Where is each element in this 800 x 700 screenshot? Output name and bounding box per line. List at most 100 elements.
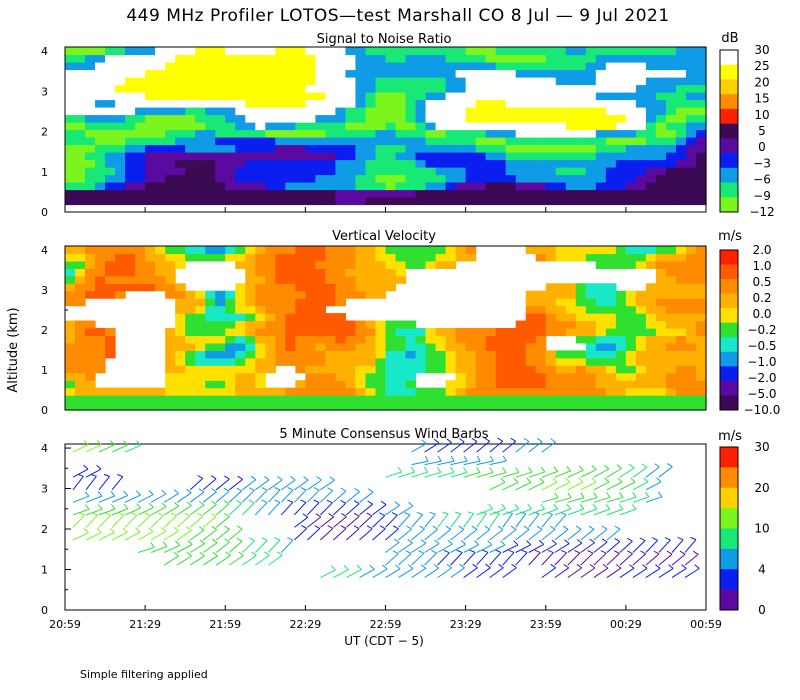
heatmap-cell <box>625 197 637 206</box>
heatmap-cell <box>405 129 417 138</box>
heatmap-cell <box>215 182 226 191</box>
heatmap-cell <box>395 246 407 255</box>
heatmap-cell <box>425 137 437 146</box>
heatmap-cell <box>305 320 316 329</box>
heatmap-cell <box>315 114 327 123</box>
heatmap-cell <box>505 69 517 78</box>
colorbar-label: −6 <box>753 173 771 187</box>
heatmap-cell <box>565 122 577 131</box>
heatmap-cell <box>175 305 186 314</box>
heatmap-cell <box>325 402 337 411</box>
heatmap-cell <box>225 253 236 262</box>
heatmap-cell <box>675 47 687 56</box>
heatmap-cell <box>585 122 597 131</box>
heatmap-cell <box>565 197 577 206</box>
heatmap-cell <box>345 357 357 366</box>
heatmap-cell <box>525 137 537 146</box>
heatmap-cell <box>265 84 276 93</box>
colorbar-frame <box>719 446 739 611</box>
heatmap-cell <box>215 387 226 396</box>
heatmap-cell <box>365 47 377 56</box>
heatmap-cell <box>615 298 627 307</box>
heatmap-cell <box>695 182 707 191</box>
plot-frame <box>64 245 707 411</box>
wind-barb <box>593 504 611 516</box>
heatmap-cell <box>525 62 537 71</box>
heatmap-cell <box>175 372 186 381</box>
heatmap-cell <box>585 313 597 322</box>
heatmap-cell <box>375 152 387 161</box>
wind-barb <box>228 499 243 516</box>
heatmap-cell <box>255 129 266 138</box>
heatmap-cell <box>415 365 427 374</box>
heatmap-cell <box>605 305 617 314</box>
heatmap-cell <box>115 69 126 78</box>
heatmap-cell <box>255 174 266 183</box>
heatmap-cell <box>195 47 206 56</box>
heatmap-cell <box>665 387 677 396</box>
heatmap-cell <box>545 395 557 404</box>
heatmap-cell <box>215 174 226 183</box>
heatmap-cell <box>595 395 607 404</box>
wind-barb <box>98 527 115 541</box>
heatmap-cell <box>195 84 206 93</box>
heatmap-cell <box>265 365 276 374</box>
heatmap-cell <box>75 114 86 123</box>
heatmap-cell <box>235 152 246 161</box>
heatmap-cell <box>215 350 226 359</box>
wind-barb <box>606 464 622 478</box>
heatmap-cell <box>285 253 296 262</box>
heatmap-cell <box>155 122 166 131</box>
heatmap-cell <box>245 380 256 389</box>
heatmap-cell <box>375 47 387 56</box>
heatmap-cell <box>185 137 196 146</box>
heatmap-cell <box>305 253 316 262</box>
wind-barb <box>294 476 309 491</box>
heatmap-cell <box>195 152 206 161</box>
heatmap-cell <box>405 350 417 359</box>
heatmap-cell <box>695 47 707 56</box>
heatmap-cell <box>575 167 587 176</box>
wind-barb <box>528 437 543 453</box>
heatmap-cell <box>525 144 537 153</box>
heatmap-cell <box>325 313 337 322</box>
heatmap-cell <box>265 290 276 299</box>
heatmap-cell <box>335 107 347 116</box>
heatmap-cell <box>405 260 417 269</box>
wind-barb <box>567 477 584 491</box>
heatmap-cell <box>525 122 537 131</box>
heatmap-cell <box>555 137 567 146</box>
heatmap-cell <box>565 107 577 116</box>
heatmap-cell <box>515 372 527 381</box>
heatmap-cell <box>325 298 337 307</box>
heatmap-cell <box>155 283 166 292</box>
heatmap-cell <box>265 275 276 284</box>
heatmap-cell <box>335 54 347 63</box>
heatmap-cell <box>185 320 196 329</box>
heatmap-cell <box>605 159 617 168</box>
heatmap-cell <box>405 380 417 389</box>
heatmap-cell <box>275 114 286 123</box>
heatmap-cell <box>335 387 347 396</box>
heatmap-cell <box>465 84 477 93</box>
heatmap-cell <box>125 402 136 411</box>
heatmap-cell <box>385 144 397 153</box>
heatmap-cell <box>635 99 647 108</box>
heatmap-cell <box>395 122 407 131</box>
wind-barb <box>437 564 452 579</box>
heatmap-cell <box>585 320 597 329</box>
heatmap-cell <box>165 167 176 176</box>
heatmap-cell <box>675 387 687 396</box>
heatmap-cell <box>465 62 477 71</box>
heatmap-cell <box>635 129 647 138</box>
heatmap-cell <box>65 122 76 131</box>
heatmap-cell <box>575 387 587 396</box>
heatmap-cell <box>195 387 206 396</box>
wind-barb <box>163 551 179 566</box>
heatmap-cell <box>295 357 306 366</box>
heatmap-cell <box>485 129 497 138</box>
heatmap-cell <box>495 167 507 176</box>
heatmap-cell <box>655 129 667 138</box>
heatmap-cell <box>395 144 407 153</box>
wind-barb <box>241 537 255 553</box>
